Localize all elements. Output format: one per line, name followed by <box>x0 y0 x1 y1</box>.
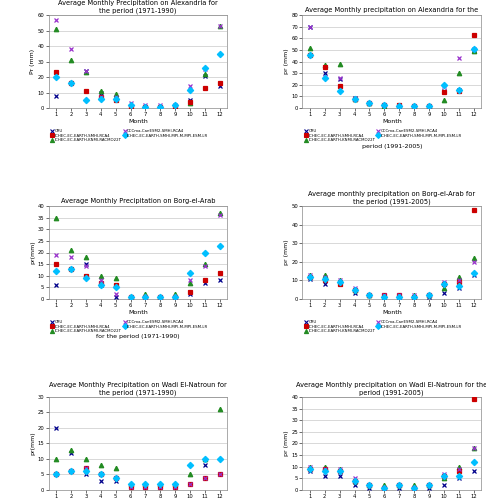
Title: Average Monthly Precipitation on Alexandria for
the period (1971-1990): Average Monthly Precipitation on Alexand… <box>58 0 218 14</box>
Y-axis label: Pr (mm): Pr (mm) <box>30 49 35 74</box>
Text: period (1991-2005): period (1991-2005) <box>362 144 422 148</box>
Y-axis label: pr(mm): pr(mm) <box>30 240 35 264</box>
X-axis label: Month: Month <box>382 118 401 124</box>
Title: Average Monthly precipitation on Alexandria for the: Average Monthly precipitation on Alexand… <box>305 7 478 13</box>
Y-axis label: pr (mm): pr (mm) <box>284 430 289 456</box>
Y-axis label: pr (mm): pr (mm) <box>284 49 289 74</box>
Title: Average Monthly Precipitation on Borg-el-Arab: Average Monthly Precipitation on Borg-el… <box>61 198 215 204</box>
X-axis label: Month: Month <box>128 310 148 314</box>
Y-axis label: pr(mm): pr(mm) <box>30 432 35 455</box>
X-axis label: Month: Month <box>128 118 148 124</box>
Legend: CRU, ICHEC-EC-EARTH-SMHI-RCA4, ICHEC-EC-EARTH-KNMI-RACMO22T, CCCma-CanESM2-SMHI-: CRU, ICHEC-EC-EARTH-SMHI-RCA4, ICHEC-EC-… <box>304 128 462 142</box>
Title: Average monthly precipitation on Borg-el-Arab for
the period (1991-2005): Average monthly precipitation on Borg-el… <box>308 191 475 204</box>
Y-axis label: pr (mm): pr (mm) <box>284 240 289 266</box>
Text: for the period (1971-1990): for the period (1971-1990) <box>96 334 180 340</box>
Title: Average Monthly precipitation on Wadi El-Natroun for the
period (1991-2005): Average Monthly precipitation on Wadi El… <box>296 382 486 396</box>
Legend: CRU, ICHEC-EC-EARTH-SMHI-RCA4, ICHEC-EC-EARTH-KNMI-RACMO22T, CCCma-CanESM2-SMHI-: CRU, ICHEC-EC-EARTH-SMHI-RCA4, ICHEC-EC-… <box>304 320 462 334</box>
X-axis label: Month: Month <box>382 310 401 314</box>
Legend: CRU, ICHEC-EC-EARTH-SMHI-RCA4, ICHEC-EC-EARTH-KNMI-RACMO22T, CCCma-CanESM2-SMHI-: CRU, ICHEC-EC-EARTH-SMHI-RCA4, ICHEC-EC-… <box>51 128 208 142</box>
Title: Average Monthly Precipitation on Wadi El-Natroun for
the period (1971-1990): Average Monthly Precipitation on Wadi El… <box>49 382 227 396</box>
Legend: CRU, ICHEC-EC-EARTH-SMHI-RCA4, ICHEC-EC-EARTH-KNMI-RACMO22T, CCCma-CanESM2-SMHI-: CRU, ICHEC-EC-EARTH-SMHI-RCA4, ICHEC-EC-… <box>51 320 208 334</box>
